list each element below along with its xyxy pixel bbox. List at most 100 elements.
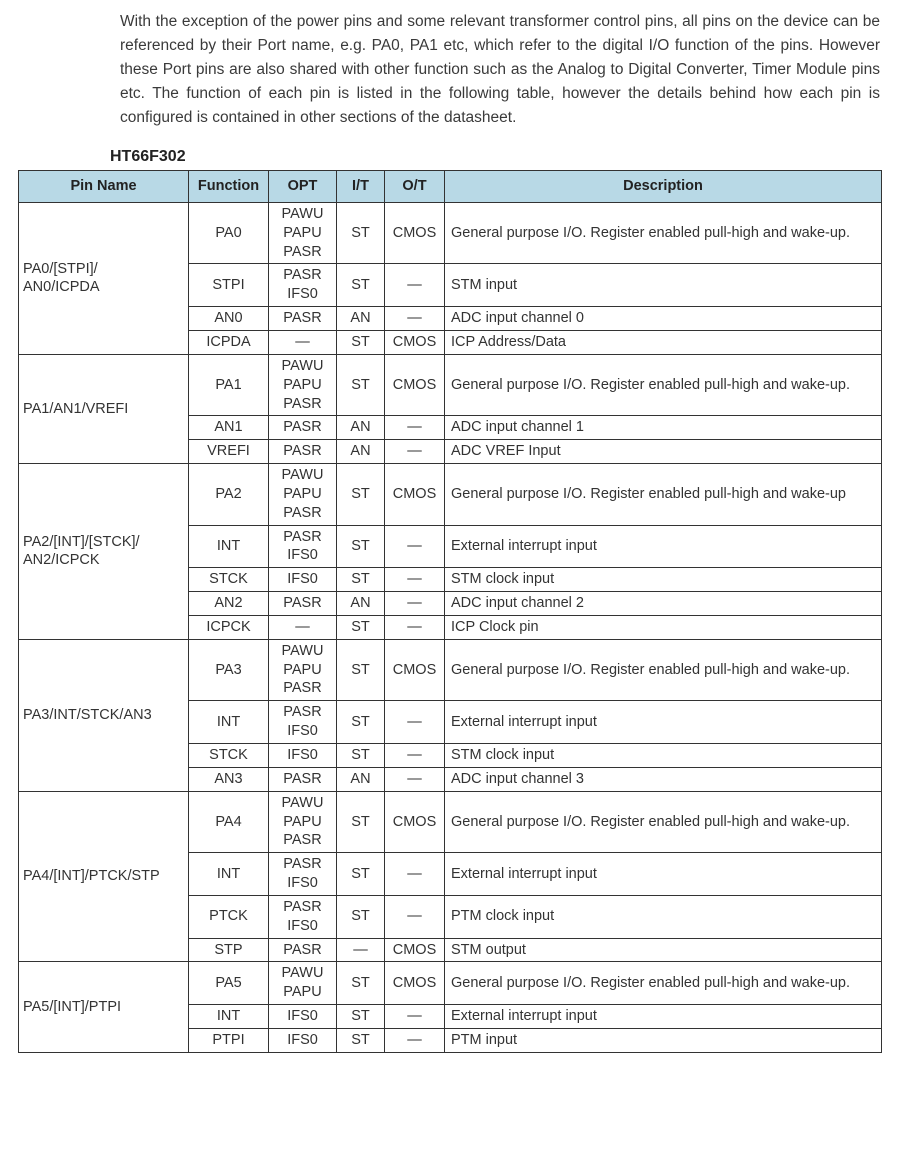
function-cell: PTPI: [189, 1028, 269, 1052]
function-cell: AN2: [189, 592, 269, 616]
description-cell: PTM clock input: [445, 895, 882, 938]
function-cell: PA3: [189, 639, 269, 701]
ot-cell: —: [385, 615, 445, 639]
description-cell: External interrupt input: [445, 701, 882, 744]
it-cell: ST: [337, 354, 385, 416]
description-cell: STM clock input: [445, 568, 882, 592]
ot-cell: CMOS: [385, 791, 445, 853]
it-cell: ST: [337, 568, 385, 592]
description-cell: ADC input channel 0: [445, 307, 882, 331]
ot-cell: —: [385, 525, 445, 568]
opt-cell: PAWUPAPUPASR: [269, 639, 337, 701]
it-cell: AN: [337, 416, 385, 440]
description-cell: External interrupt input: [445, 525, 882, 568]
opt-cell: PASR: [269, 307, 337, 331]
function-cell: STP: [189, 938, 269, 962]
opt-cell: PASR: [269, 416, 337, 440]
opt-cell: PASR: [269, 592, 337, 616]
col-header: OPT: [269, 171, 337, 203]
col-header: Description: [445, 171, 882, 203]
opt-cell: —: [269, 615, 337, 639]
opt-cell: —: [269, 330, 337, 354]
table-row: PA0/[STPI]/AN0/ICPDAPA0PAWUPAPUPASRSTCMO…: [19, 202, 882, 264]
chip-title: HT66F302: [110, 148, 890, 166]
description-cell: ICP Address/Data: [445, 330, 882, 354]
function-cell: PA4: [189, 791, 269, 853]
table-row: PA2/[INT]/[STCK]/AN2/ICPCKPA2PAWUPAPUPAS…: [19, 464, 882, 526]
table-row: PA1/AN1/VREFIPA1PAWUPAPUPASRSTCMOSGenera…: [19, 354, 882, 416]
opt-cell: IFS0: [269, 1028, 337, 1052]
ot-cell: —: [385, 592, 445, 616]
opt-cell: IFS0: [269, 744, 337, 768]
description-cell: STM output: [445, 938, 882, 962]
ot-cell: —: [385, 416, 445, 440]
it-cell: ST: [337, 264, 385, 307]
col-header: I/T: [337, 171, 385, 203]
function-cell: PA1: [189, 354, 269, 416]
it-cell: ST: [337, 962, 385, 1005]
description-cell: STM input: [445, 264, 882, 307]
description-cell: STM clock input: [445, 744, 882, 768]
ot-cell: —: [385, 1028, 445, 1052]
it-cell: ST: [337, 701, 385, 744]
function-cell: INT: [189, 853, 269, 896]
it-cell: —: [337, 938, 385, 962]
function-cell: ICPDA: [189, 330, 269, 354]
function-cell: INT: [189, 1005, 269, 1029]
ot-cell: —: [385, 568, 445, 592]
it-cell: AN: [337, 767, 385, 791]
opt-cell: PAWUPAPUPASR: [269, 202, 337, 264]
description-cell: General purpose I/O. Register enabled pu…: [445, 202, 882, 264]
pin-name-cell: PA4/[INT]/PTCK/STP: [19, 791, 189, 962]
ot-cell: —: [385, 853, 445, 896]
description-cell: External interrupt input: [445, 853, 882, 896]
opt-cell: PASRIFS0: [269, 895, 337, 938]
function-cell: AN1: [189, 416, 269, 440]
function-cell: STPI: [189, 264, 269, 307]
opt-cell: PAWUPAPUPASR: [269, 791, 337, 853]
ot-cell: —: [385, 767, 445, 791]
opt-cell: PAWUPAPUPASR: [269, 354, 337, 416]
it-cell: AN: [337, 592, 385, 616]
description-cell: ADC input channel 3: [445, 767, 882, 791]
it-cell: ST: [337, 791, 385, 853]
ot-cell: —: [385, 895, 445, 938]
opt-cell: PASR: [269, 767, 337, 791]
pin-table: Pin Name Function OPT I/T O/T Descriptio…: [18, 170, 882, 1053]
it-cell: ST: [337, 1005, 385, 1029]
it-cell: ST: [337, 853, 385, 896]
pin-name-cell: PA2/[INT]/[STCK]/AN2/ICPCK: [19, 464, 189, 640]
col-header: Pin Name: [19, 171, 189, 203]
ot-cell: CMOS: [385, 962, 445, 1005]
opt-cell: IFS0: [269, 568, 337, 592]
opt-cell: PASRIFS0: [269, 525, 337, 568]
opt-cell: PASRIFS0: [269, 701, 337, 744]
it-cell: ST: [337, 744, 385, 768]
opt-cell: IFS0: [269, 1005, 337, 1029]
intro-paragraph: With the exception of the power pins and…: [120, 10, 880, 130]
it-cell: AN: [337, 440, 385, 464]
ot-cell: CMOS: [385, 464, 445, 526]
it-cell: ST: [337, 1028, 385, 1052]
function-cell: ICPCK: [189, 615, 269, 639]
description-cell: External interrupt input: [445, 1005, 882, 1029]
ot-cell: CMOS: [385, 354, 445, 416]
description-cell: General purpose I/O. Register enabled pu…: [445, 791, 882, 853]
function-cell: PA2: [189, 464, 269, 526]
function-cell: INT: [189, 701, 269, 744]
function-cell: AN0: [189, 307, 269, 331]
function-cell: INT: [189, 525, 269, 568]
description-cell: General purpose I/O. Register enabled pu…: [445, 464, 882, 526]
it-cell: ST: [337, 330, 385, 354]
ot-cell: CMOS: [385, 938, 445, 962]
pin-name-cell: PA0/[STPI]/AN0/ICPDA: [19, 202, 189, 354]
description-cell: ICP Clock pin: [445, 615, 882, 639]
it-cell: ST: [337, 202, 385, 264]
it-cell: ST: [337, 895, 385, 938]
function-cell: STCK: [189, 568, 269, 592]
col-header: O/T: [385, 171, 445, 203]
ot-cell: CMOS: [385, 330, 445, 354]
ot-cell: —: [385, 1005, 445, 1029]
function-cell: VREFI: [189, 440, 269, 464]
function-cell: PTCK: [189, 895, 269, 938]
